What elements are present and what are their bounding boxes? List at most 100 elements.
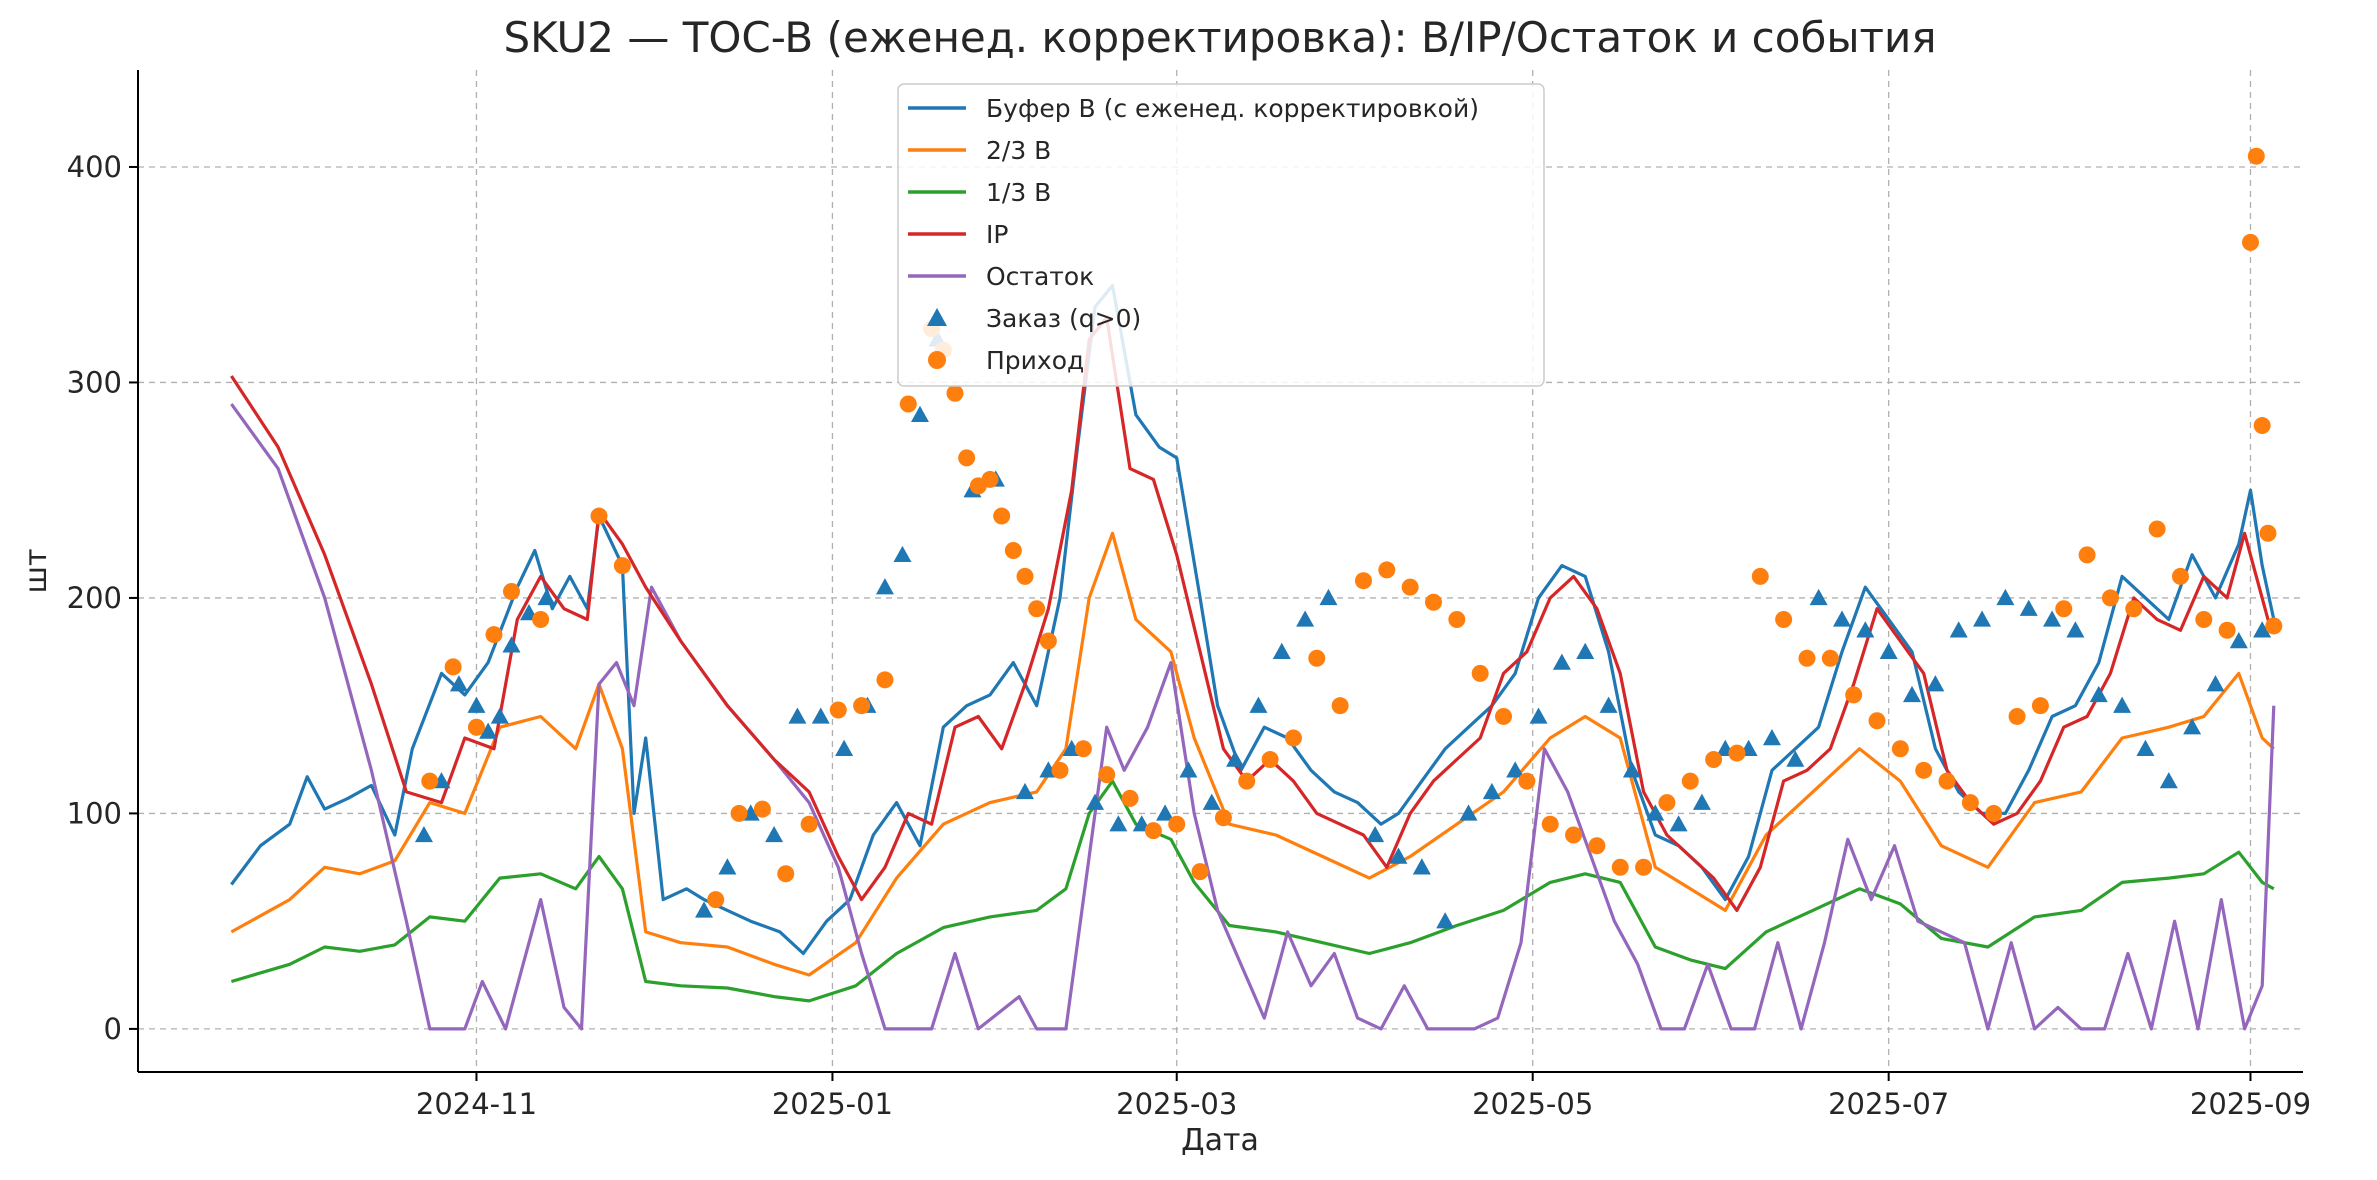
- legend-marker-order: [927, 308, 947, 326]
- order-marker: [1622, 761, 1641, 778]
- arrival-marker: [1938, 772, 1956, 790]
- arrival-marker: [2148, 520, 2166, 538]
- arrival-marker: [1518, 772, 1536, 790]
- arrival-marker: [1565, 826, 1583, 844]
- order-marker: [811, 707, 830, 724]
- arrival-marker: [2247, 147, 2265, 165]
- arrival-marker: [613, 557, 631, 575]
- arrival-marker: [1284, 729, 1302, 747]
- arrival-marker: [1424, 593, 1442, 611]
- order-marker: [502, 636, 521, 653]
- x-tick-label: 2025-07: [1828, 1087, 1949, 1121]
- order-marker: [1412, 858, 1431, 875]
- arrival-marker: [1471, 664, 1489, 682]
- order-marker: [910, 405, 929, 422]
- order-marker: [1202, 793, 1221, 810]
- order-marker: [1366, 825, 1385, 843]
- arrival-marker: [777, 865, 795, 883]
- order-marker: [1692, 793, 1711, 810]
- order-marker: [1226, 750, 1245, 767]
- arrival-marker: [1401, 578, 1419, 596]
- order-marker: [1996, 588, 2015, 606]
- order-marker: [1272, 642, 1291, 660]
- legend-label-3: 1/3 B: [986, 178, 1051, 207]
- ticks-layer: 0 100 200 300 400 2024-11 2025-01 2025-03 2025-0…: [67, 150, 2311, 1121]
- arrival-marker: [1214, 809, 1232, 827]
- y-tick-label: 200: [67, 581, 122, 615]
- order-marker: [467, 696, 486, 713]
- order-marker: [479, 722, 498, 739]
- x-tick-label: 2025-03: [1116, 1087, 1237, 1121]
- order-marker: [1459, 804, 1478, 821]
- order-marker: [1086, 793, 1105, 810]
- y-axis-label: шт: [19, 549, 54, 594]
- arrival-marker: [1168, 815, 1186, 833]
- arrival-marker: [1985, 804, 2003, 822]
- order-marker: [1949, 621, 1968, 638]
- arrival-marker: [1798, 649, 1816, 667]
- chart-title: SKU2 — TOC-B (еженед. корректировка): B/…: [503, 13, 1936, 62]
- arrival-marker: [707, 891, 725, 909]
- arrival-marker: [2171, 567, 2189, 585]
- arrival-marker: [590, 507, 608, 525]
- arrival-marker: [1331, 697, 1349, 715]
- order-marker: [2183, 718, 2202, 735]
- order-marker: [1529, 707, 1548, 724]
- order-marker: [1156, 804, 1175, 821]
- order-marker: [2229, 632, 2248, 649]
- order-marker: [2089, 685, 2108, 703]
- arrival-marker: [1028, 600, 1046, 618]
- y-tick-label: 400: [67, 150, 122, 184]
- order-marker: [695, 901, 714, 918]
- arrival-marker: [1541, 815, 1559, 833]
- x-tick-label: 2025-09: [2190, 1087, 2311, 1121]
- order-marker: [765, 825, 784, 843]
- order-marker: [2159, 772, 2178, 789]
- order-marker: [1016, 782, 1035, 800]
- arrival-marker: [800, 815, 818, 833]
- arrival-marker: [1495, 707, 1513, 725]
- arrival-marker: [2253, 417, 2271, 435]
- axes-layer: [137, 70, 2303, 1073]
- arrival-marker: [1354, 572, 1372, 590]
- legend-items: Буфер B (с еженед. корректировкой) 2/3 B 1…: [908, 94, 1479, 375]
- order-marker: [449, 675, 468, 692]
- series-line-5: [230, 403, 2276, 1031]
- arrival-marker: [946, 384, 964, 402]
- arrival-marker: [1635, 858, 1653, 876]
- arrival-marker: [1751, 567, 1769, 585]
- series-line-4: [230, 316, 2276, 913]
- order-marker: [788, 707, 807, 724]
- order-marker: [1903, 685, 1922, 703]
- order-marker: [414, 825, 433, 843]
- events-layer: [414, 147, 2283, 929]
- order-marker: [1646, 804, 1665, 821]
- y-tick-label: 300: [67, 365, 122, 399]
- arrival-marker: [1611, 858, 1629, 876]
- y-tick-label: 100: [67, 796, 122, 830]
- order-marker: [1552, 653, 1571, 670]
- arrival-marker: [2241, 233, 2259, 251]
- order-marker: [490, 707, 509, 724]
- order-marker: [2066, 621, 2085, 638]
- arrival-marker: [1144, 822, 1162, 840]
- arrival-marker: [2055, 600, 2073, 618]
- arrival-marker: [1098, 766, 1116, 784]
- arrival-marker: [1039, 632, 1057, 650]
- arrival-marker: [730, 804, 748, 822]
- order-marker: [1319, 588, 1338, 606]
- order-marker: [1179, 761, 1198, 778]
- arrival-marker: [1681, 772, 1699, 790]
- order-marker: [1856, 621, 1875, 638]
- arrival-marker: [1051, 761, 1069, 779]
- arrival-marker: [2008, 707, 2026, 725]
- order-marker: [1249, 696, 1268, 713]
- arrival-marker: [876, 671, 894, 689]
- arrival-marker: [444, 658, 462, 676]
- arrival-marker: [1238, 772, 1256, 790]
- legend-label-event-2: Приход: [986, 346, 1084, 375]
- arrival-marker: [1448, 610, 1466, 628]
- arrival-marker: [1191, 863, 1209, 881]
- order-marker: [1296, 610, 1315, 627]
